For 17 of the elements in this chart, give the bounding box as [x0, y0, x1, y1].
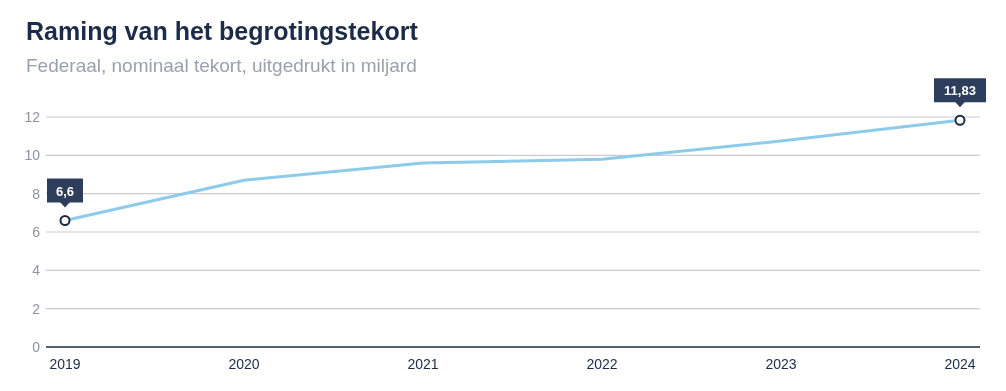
y-tick-label: 0: [32, 339, 41, 355]
x-tick-label: 2023: [765, 356, 797, 372]
y-tick-label: 12: [24, 109, 41, 125]
y-tick-label: 10: [24, 147, 41, 164]
data-label: 11,83: [944, 83, 976, 99]
y-tick-label: 4: [32, 262, 41, 279]
x-tick-label: 2019: [49, 356, 81, 372]
x-tick-label: 2020: [228, 356, 260, 372]
chart-subtitle: Federaal, nominaal tekort, uitgedrukt in miljard: [26, 55, 417, 76]
y-tick-label: 6: [32, 224, 41, 240]
x-tick-label: 2021: [407, 356, 439, 372]
y-tick-label: 8: [32, 185, 41, 202]
x-tick-label: 2022: [586, 356, 618, 372]
chart-title: Raming van het begrotingstekort: [26, 17, 419, 45]
data-label: 6,6: [55, 183, 75, 199]
x-tick-label: 2024: [944, 356, 976, 372]
y-tick-label: 2: [32, 300, 41, 317]
